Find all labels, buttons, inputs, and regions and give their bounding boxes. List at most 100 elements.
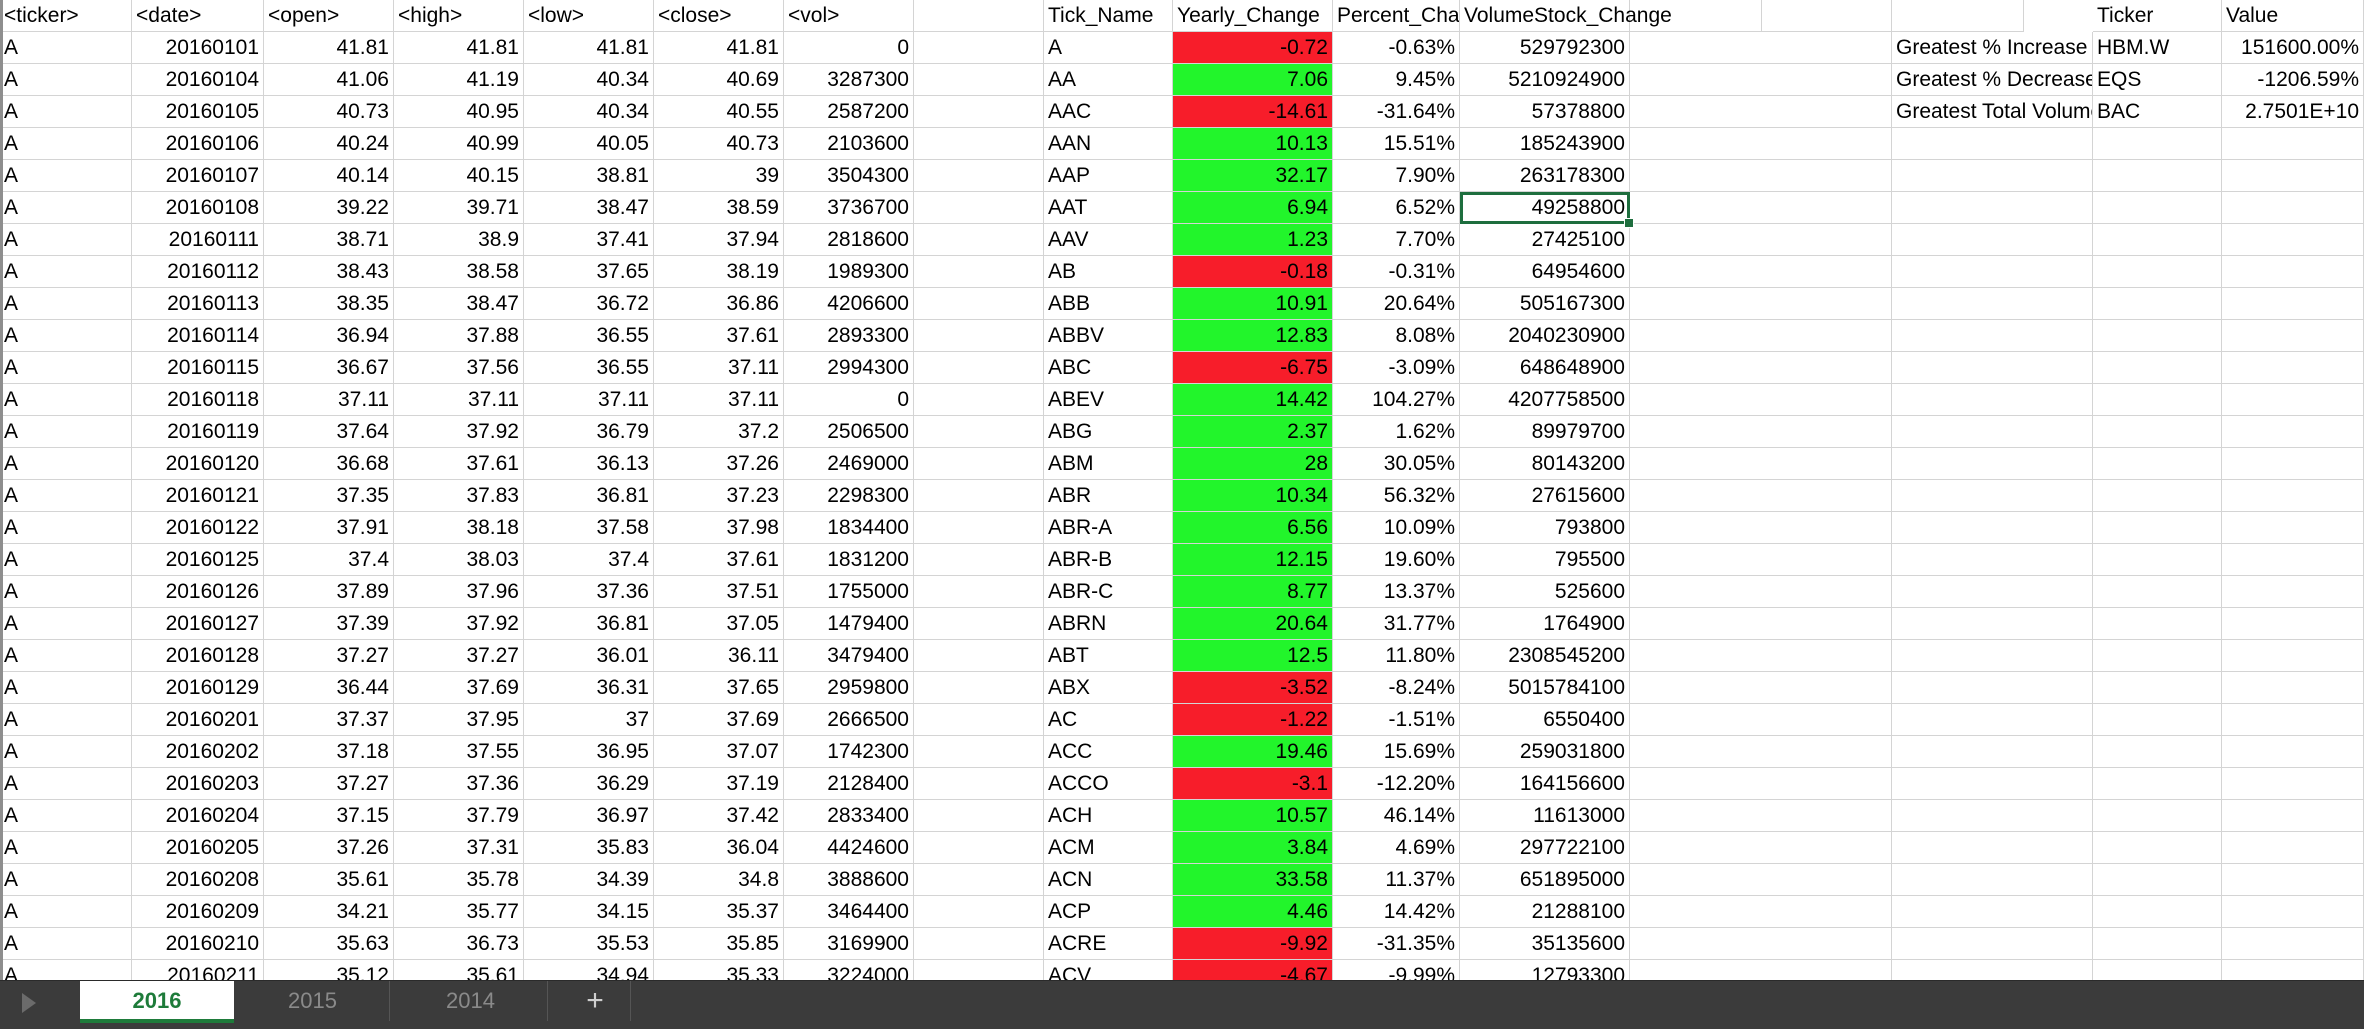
cell-close[interactable]: 37.42 (654, 800, 784, 832)
empty-cell[interactable] (914, 192, 1044, 224)
cell-yearly-change[interactable]: 12.5 (1173, 640, 1333, 672)
empty-cell[interactable] (2222, 128, 2364, 160)
cell-vol[interactable]: 1831200 (784, 544, 914, 576)
empty-cell[interactable] (1630, 256, 1892, 288)
cell-open[interactable]: 39.22 (264, 192, 394, 224)
cell-yearly-change[interactable]: 3.84 (1173, 832, 1333, 864)
cell-vol[interactable]: 2818600 (784, 224, 914, 256)
cell-ticker[interactable]: A (0, 928, 132, 960)
cell-volume-stock-change[interactable]: 795500 (1460, 544, 1630, 576)
empty-cell[interactable] (2222, 448, 2364, 480)
cell-tick-name[interactable]: ABRN (1044, 608, 1173, 640)
empty-cell[interactable] (2093, 256, 2222, 288)
cell-high[interactable]: 37.79 (394, 800, 524, 832)
cell-volume-stock-change[interactable]: 297722100 (1460, 832, 1630, 864)
cell-volume-stock-change[interactable]: 5210924900 (1460, 64, 1630, 96)
cell-open[interactable]: 41.81 (264, 32, 394, 64)
cell-close[interactable]: 37.61 (654, 320, 784, 352)
empty-cell[interactable] (2093, 576, 2222, 608)
cell-low[interactable]: 38.47 (524, 192, 654, 224)
cell-percent-change[interactable]: 14.42% (1333, 896, 1460, 928)
cell-percent-change[interactable]: -31.35% (1333, 928, 1460, 960)
cell-date[interactable]: 20160122 (132, 512, 264, 544)
cell-low[interactable]: 36.97 (524, 800, 654, 832)
cell-tick-name[interactable]: ABR (1044, 480, 1173, 512)
cell-close[interactable]: 35.85 (654, 928, 784, 960)
cell-tick-name[interactable]: ABR-C (1044, 576, 1173, 608)
empty-cell[interactable] (1630, 128, 1892, 160)
cell-open[interactable]: 40.73 (264, 96, 394, 128)
empty-cell[interactable] (2222, 800, 2364, 832)
cell-close[interactable]: 37.65 (654, 672, 784, 704)
cell-vol[interactable]: 2298300 (784, 480, 914, 512)
empty-cell[interactable] (1630, 768, 1892, 800)
cell-high[interactable]: 38.58 (394, 256, 524, 288)
empty-cell[interactable] (2093, 896, 2222, 928)
cell-volume-stock-change[interactable]: 4207758500 (1460, 384, 1630, 416)
empty-cell[interactable] (1892, 640, 2093, 672)
cell-ticker[interactable]: A (0, 480, 132, 512)
empty-cell[interactable] (2093, 832, 2222, 864)
empty-cell[interactable] (914, 960, 1044, 980)
cell-date[interactable]: 20160126 (132, 576, 264, 608)
cell-yearly-change[interactable]: 10.34 (1173, 480, 1333, 512)
empty-cell[interactable] (1892, 320, 2093, 352)
cell-vol[interactable]: 3888600 (784, 864, 914, 896)
cell-close[interactable]: 36.11 (654, 640, 784, 672)
cell-tick-name[interactable]: AAV (1044, 224, 1173, 256)
cell-high[interactable]: 40.99 (394, 128, 524, 160)
empty-cell[interactable] (2093, 352, 2222, 384)
greatest-value[interactable]: -1206.59% (2222, 64, 2364, 96)
cell-date[interactable]: 20160106 (132, 128, 264, 160)
cell-date[interactable]: 20160127 (132, 608, 264, 640)
cell-volume-stock-change[interactable]: 648648900 (1460, 352, 1630, 384)
cell-tick-name[interactable]: AC (1044, 704, 1173, 736)
selected-cell[interactable]: 49258800 (1460, 192, 1634, 228)
cell-date[interactable]: 20160121 (132, 480, 264, 512)
empty-cell[interactable] (2093, 960, 2222, 980)
cell-volume-stock-change[interactable]: 12793300 (1460, 960, 1630, 980)
empty-cell[interactable] (2093, 800, 2222, 832)
empty-cell[interactable] (1892, 960, 2093, 980)
cell-open[interactable]: 37.91 (264, 512, 394, 544)
empty-cell[interactable] (2093, 320, 2222, 352)
cell-percent-change[interactable]: -8.24% (1333, 672, 1460, 704)
cell-date[interactable]: 20160208 (132, 864, 264, 896)
cell-volume-stock-change[interactable]: 1764900 (1460, 608, 1630, 640)
cell-ticker[interactable]: A (0, 672, 132, 704)
empty-cell[interactable] (2093, 864, 2222, 896)
cell-close[interactable]: 35.37 (654, 896, 784, 928)
cell-low[interactable]: 35.53 (524, 928, 654, 960)
empty-cell[interactable] (1630, 544, 1892, 576)
cell-vol[interactable]: 4206600 (784, 288, 914, 320)
cell-yearly-change[interactable]: -3.1 (1173, 768, 1333, 800)
empty-cell[interactable] (1630, 288, 1892, 320)
cell-high[interactable]: 35.78 (394, 864, 524, 896)
empty-cell[interactable] (1630, 832, 1892, 864)
empty-cell[interactable] (1630, 736, 1892, 768)
cell-low[interactable]: 37.11 (524, 384, 654, 416)
empty-cell[interactable] (1892, 832, 2093, 864)
column-header-vol[interactable]: <vol> (784, 0, 914, 32)
cell-close[interactable]: 37.51 (654, 576, 784, 608)
empty-cell[interactable] (2093, 608, 2222, 640)
summary-header-volume-stock-change[interactable]: VolumeStock_Change (1460, 0, 1672, 32)
cell-vol[interactable]: 3224000 (784, 960, 914, 980)
cell-percent-change[interactable]: 8.08% (1333, 320, 1460, 352)
empty-cell[interactable] (914, 128, 1044, 160)
cell-high[interactable]: 37.92 (394, 608, 524, 640)
cell-open[interactable]: 35.63 (264, 928, 394, 960)
empty-cell[interactable] (914, 928, 1044, 960)
cell-low[interactable]: 36.79 (524, 416, 654, 448)
empty-cell[interactable] (2222, 704, 2364, 736)
cell-yearly-change[interactable]: 10.57 (1173, 800, 1333, 832)
empty-cell[interactable] (2222, 256, 2364, 288)
cell-tick-name[interactable]: AAP (1044, 160, 1173, 192)
cell-volume-stock-change[interactable]: 793800 (1460, 512, 1630, 544)
cell-close[interactable]: 37.05 (654, 608, 784, 640)
cell-open[interactable]: 36.94 (264, 320, 394, 352)
cell-high[interactable]: 37.56 (394, 352, 524, 384)
cell-volume-stock-change[interactable]: 529792300 (1460, 32, 1630, 64)
cell-high[interactable]: 37.95 (394, 704, 524, 736)
cell-open[interactable]: 40.24 (264, 128, 394, 160)
